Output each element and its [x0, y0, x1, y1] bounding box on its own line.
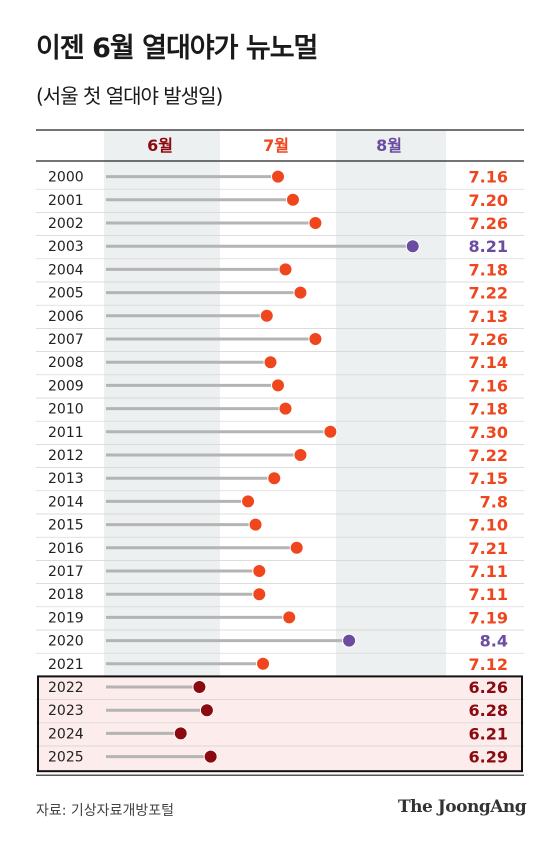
date-value-label: 7.14 — [469, 353, 508, 372]
date-dot — [278, 262, 293, 277]
date-value-label: 7.12 — [469, 655, 508, 674]
date-value-label: 7.30 — [469, 423, 508, 442]
date-value-label: 7.26 — [469, 330, 508, 349]
month-header-7: 7월 — [263, 136, 289, 155]
date-value-label: 6.28 — [469, 701, 508, 720]
year-label: 2014 — [48, 494, 84, 510]
date-value-label: 6.29 — [469, 748, 508, 767]
date-dot — [271, 378, 285, 393]
date-value-label: 7.22 — [469, 284, 508, 303]
year-label: 2006 — [48, 309, 84, 325]
date-dot — [289, 540, 304, 555]
date-value-label: 7.18 — [469, 400, 508, 419]
date-value-label: 7.8 — [480, 492, 508, 511]
date-value-label: 7.16 — [469, 168, 508, 187]
date-value-label: 7.22 — [469, 446, 508, 465]
chart-subtitle: (서울 첫 열대야 발생일) — [36, 84, 223, 108]
year-label: 2025 — [48, 750, 84, 766]
source-note: 자료: 기상자료개방포털 — [36, 803, 174, 819]
date-dot — [293, 285, 308, 300]
year-label: 2016 — [48, 541, 84, 557]
date-dot — [252, 587, 267, 602]
date-dot — [248, 517, 263, 532]
date-dot — [199, 703, 214, 718]
date-dot — [405, 239, 420, 254]
year-label: 2000 — [48, 170, 84, 186]
year-label: 2004 — [48, 262, 84, 278]
date-value-label: 7.21 — [469, 539, 508, 558]
date-dot — [271, 169, 285, 184]
year-label: 2022 — [48, 680, 84, 696]
date-dot — [308, 332, 323, 346]
date-dot — [308, 216, 323, 230]
year-label: 2024 — [48, 726, 84, 742]
year-label: 2005 — [48, 286, 84, 302]
chart-title: 이젠 6월 열대야가 뉴노멀 — [36, 33, 318, 64]
date-value-label: 7.13 — [469, 307, 508, 326]
year-label: 2007 — [48, 332, 84, 348]
date-value-label: 6.26 — [469, 678, 508, 697]
brand-logo: The JoongAng — [398, 797, 527, 817]
date-value-label: 7.18 — [469, 260, 508, 279]
date-value-label: 7.19 — [469, 608, 508, 627]
date-dot — [267, 471, 282, 486]
date-dot — [259, 308, 274, 323]
date-dot — [285, 192, 300, 207]
june-band — [104, 130, 220, 772]
date-value-label: 7.11 — [469, 585, 508, 604]
date-value-label: 7.16 — [469, 376, 508, 395]
year-label: 2017 — [48, 564, 84, 580]
date-dot — [241, 494, 256, 509]
year-label: 2012 — [48, 448, 84, 464]
date-value-label: 7.10 — [469, 516, 508, 535]
highlight-box — [37, 675, 523, 773]
date-dot — [323, 424, 338, 439]
year-label: 2023 — [48, 703, 84, 719]
date-dot — [293, 448, 308, 462]
month-header-6: 6월 — [147, 136, 173, 155]
date-dot — [192, 680, 207, 694]
date-value-label: 8.21 — [469, 237, 508, 256]
year-label: 2003 — [48, 239, 84, 255]
date-dot — [256, 656, 271, 671]
date-value-label: 7.20 — [469, 191, 508, 210]
year-label: 2008 — [48, 355, 84, 371]
date-dot — [342, 633, 357, 648]
date-dot — [282, 610, 297, 625]
year-label: 2015 — [48, 518, 84, 534]
date-value-label: 8.4 — [480, 632, 508, 651]
year-label: 2009 — [48, 378, 84, 394]
year-label: 2019 — [48, 610, 84, 626]
date-dot — [263, 355, 278, 370]
year-label: 2021 — [48, 657, 84, 673]
date-dot — [173, 726, 188, 741]
year-label: 2002 — [48, 216, 84, 232]
year-label: 2011 — [48, 425, 84, 441]
date-value-label: 7.26 — [469, 214, 508, 233]
year-label: 2001 — [48, 193, 84, 209]
date-dot — [203, 749, 218, 764]
year-label: 2020 — [48, 634, 84, 650]
august-band — [336, 130, 446, 772]
year-label: 2010 — [48, 402, 84, 418]
year-label: 2018 — [48, 587, 84, 603]
date-value-label: 7.15 — [469, 469, 508, 488]
date-dot — [278, 401, 293, 416]
month-header-8: 8월 — [376, 136, 402, 155]
date-value-label: 6.21 — [469, 724, 508, 743]
year-label: 2013 — [48, 471, 84, 487]
date-dot — [252, 564, 267, 578]
date-value-label: 7.11 — [469, 562, 508, 581]
